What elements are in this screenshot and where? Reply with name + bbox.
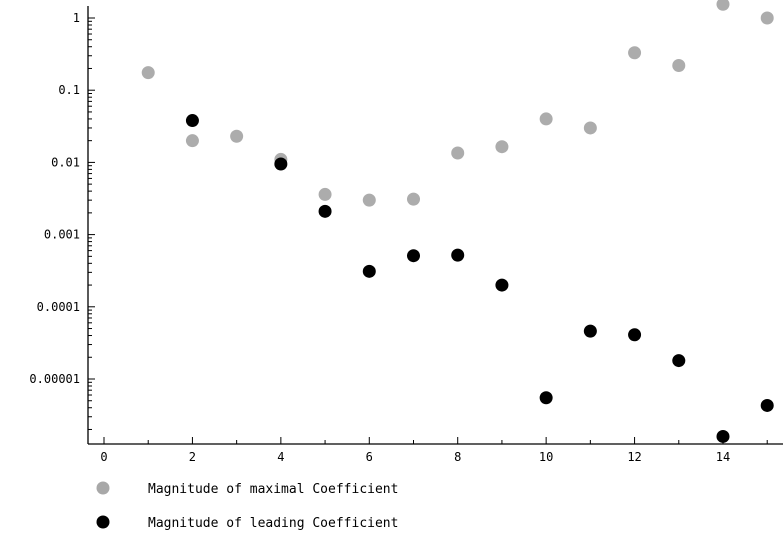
data-point (628, 46, 642, 60)
data-point (672, 354, 686, 368)
data-point (318, 187, 332, 201)
data-point (274, 157, 288, 171)
y-tick-label: 0.001 (44, 228, 80, 242)
data-point (362, 193, 376, 207)
data-point (362, 264, 376, 278)
y-tick-label: 0.01 (51, 155, 80, 169)
data-point (141, 66, 155, 80)
y-tick-label: 0.1 (58, 83, 80, 97)
data-point (495, 140, 509, 154)
data-point (451, 146, 465, 160)
x-tick-label: 8 (454, 450, 461, 464)
data-point (539, 391, 553, 405)
series-leading-coefficient (185, 114, 774, 443)
legend: Magnitude of maximal Coefficient Magnitud… (96, 481, 398, 531)
data-point (185, 114, 199, 128)
x-tick-label: 2 (189, 450, 196, 464)
x-tick-label: 14 (716, 450, 730, 464)
y-tick-label: 0.00001 (29, 372, 80, 386)
data-point (230, 129, 244, 143)
data-point (628, 328, 642, 342)
data-point (760, 11, 774, 25)
data-point (185, 134, 199, 148)
legend-marker (96, 515, 110, 529)
data-point (318, 204, 332, 218)
legend-marker (96, 481, 110, 495)
data-point (406, 249, 420, 263)
x-tick-label: 4 (277, 450, 284, 464)
data-point (451, 248, 465, 262)
data-point (716, 0, 730, 11)
y-tick-label: 0.0001 (37, 300, 80, 314)
data-point (495, 278, 509, 292)
y-axis: 1 0.1 0.01 0.001 0.0001 0.00001 (29, 6, 95, 444)
x-tick-label: 0 (100, 450, 107, 464)
x-axis: 0 2 4 6 8 10 12 14 (88, 437, 783, 464)
x-tick-label: 12 (627, 450, 641, 464)
data-point (716, 429, 730, 443)
legend-label: Magnitude of leading Coefficient (148, 516, 398, 531)
data-point (539, 112, 553, 126)
data-point (583, 324, 597, 338)
legend-label: Magnitude of maximal Coefficient (148, 482, 398, 497)
x-tick-label: 10 (539, 450, 553, 464)
x-tick-label: 6 (366, 450, 373, 464)
data-point (583, 121, 597, 135)
series-maximal-coefficient (141, 0, 774, 207)
data-point (672, 58, 686, 72)
y-tick-label: 1 (73, 11, 80, 25)
data-points (141, 0, 774, 443)
data-point (406, 192, 420, 206)
data-point (760, 398, 774, 412)
